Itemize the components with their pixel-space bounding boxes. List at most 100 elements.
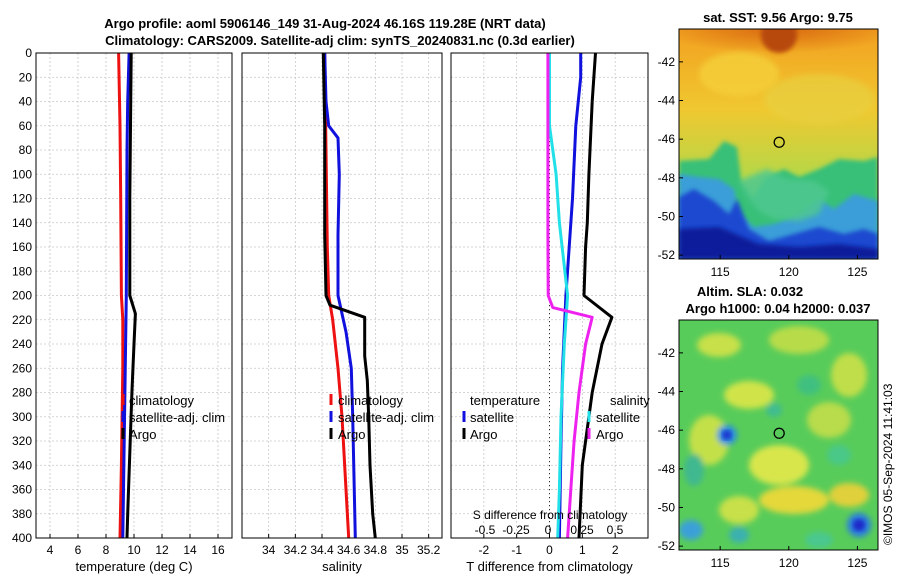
map-y-tick-label: -48 [658, 171, 676, 185]
salinity-x-tick-label: 34 [262, 543, 276, 557]
salinity-x-tick-label: 35.2 [417, 543, 441, 557]
legend-satellite-label: satellite-adj. clim [129, 410, 225, 425]
sst-map-image [679, 29, 878, 259]
map-y-tick-label: -50 [658, 500, 676, 514]
temperature-frame [35, 52, 233, 539]
temperature-x-tick-label: 16 [211, 543, 225, 557]
temperature-panel: 4 6 8 10 12 14 16 temperature (deg C) [35, 52, 233, 574]
difference-panel: -2 -1 0 1 2 T difference from climatology [450, 52, 649, 574]
legend-satellite-label: satellite-adj. clim [338, 410, 434, 425]
temperature-x-tick-label: 6 [75, 543, 82, 557]
sla-map-image [679, 320, 878, 550]
depth-tick-label: 180 [12, 264, 32, 278]
map-x-tick-label: 115 [711, 265, 730, 279]
temperature-x-tick-label: 8 [103, 543, 110, 557]
salinity-x-tick-label: 34.4 [310, 543, 334, 557]
map-y-tick-label: -52 [658, 539, 676, 553]
s-tick-label: 0.5 [607, 523, 624, 537]
map-x-tick-label: 120 [779, 556, 799, 570]
difference-x-tick-label: -1 [511, 543, 522, 557]
difference-x-tick-label: 2 [612, 543, 619, 557]
depth-tick-label: 240 [12, 337, 32, 351]
temperature-x-axis-label: temperature (deg C) [75, 559, 192, 574]
difference-x-tick-label: 0 [546, 543, 553, 557]
depth-tick-label: 20 [19, 70, 33, 84]
map-x-tick-label: 120 [779, 265, 799, 279]
difference-series-s-satellite [548, 53, 570, 539]
map-x-tick-label: 125 [847, 265, 867, 279]
figure-title-line1: Argo profile: aoml 5906146_149 31-Aug-20… [104, 16, 545, 31]
s-tick-label: -0.25 [502, 523, 530, 537]
sla-map-axes: 115 120 125 -42 -44 -46 -48 -50 -52 [658, 346, 868, 570]
salinity-legend: climatology satellite-adj. clim Argo [329, 393, 434, 442]
salinity-series-satellite-adj-clim [323, 52, 357, 539]
legend-t-argo-label: Argo [470, 427, 497, 442]
salinity-x-tick-label: 34.6 [337, 543, 361, 557]
depth-tick-label: 60 [19, 119, 33, 133]
map-y-tick-label: -42 [658, 55, 676, 69]
s-tick-label: 0.25 [570, 523, 594, 537]
sst-map-axes: 115 120 125 -42 -44 -46 -48 -50 -52 [658, 55, 868, 279]
depth-tick-label: 0 [25, 46, 32, 60]
depth-tick-label: 280 [12, 386, 32, 400]
salinity-x-tick-label: 34.8 [364, 543, 388, 557]
depth-tick-label: 220 [12, 313, 32, 327]
difference-frame [450, 52, 649, 539]
legend-s-argo-label: Argo [596, 427, 623, 442]
map-y-tick-label: -44 [658, 94, 676, 108]
salinity-x-tick-label: 35 [395, 543, 409, 557]
map-y-tick-label: -46 [658, 423, 676, 437]
s-difference-ticks: -0.5 -0.25 0 0.25 0.5 [475, 523, 624, 537]
depth-tick-label: 380 [12, 507, 32, 521]
s-tick-label: -0.5 [475, 523, 496, 537]
legend-climatology-label: climatology [338, 393, 404, 408]
legend-s-satellite-label: satellite [596, 410, 640, 425]
legend-argo-label: Argo [129, 427, 156, 442]
depth-tick-label: 160 [12, 240, 32, 254]
depth-tick-labels: 0 20 40 60 80 100 120 140 160 180 200 220 240 260 280 3… [12, 46, 32, 545]
legend-argo-label: Argo [338, 427, 365, 442]
map-y-tick-label: -46 [658, 132, 676, 146]
depth-tick-label: 400 [12, 531, 32, 545]
sst-map-title: sat. SST: 9.56 Argo: 9.75 [703, 10, 853, 25]
sla-map: Altim. SLA: 0.032 Argo h1000: 0.04 h2000… [658, 284, 879, 570]
temperature-x-tick-label: 12 [155, 543, 169, 557]
legend-temperature-title: temperature [470, 393, 540, 408]
legend-salinity-title: salinity [610, 393, 650, 408]
salinity-panel: 34 34.2 34.4 34.6 34.8 35 35.2 salinity [241, 52, 443, 574]
salinity-x-tick-label: 34.2 [284, 543, 308, 557]
temperature-x-tick-label: 10 [127, 543, 141, 557]
depth-tick-label: 140 [12, 216, 32, 230]
difference-legend: temperature salinity satellite Argo sate… [462, 393, 650, 442]
sla-map-title-line2: Argo h1000: 0.04 h2000: 0.037 [686, 301, 871, 316]
depth-tick-label: 300 [12, 410, 32, 424]
difference-x-axis-label: T difference from climatology [466, 559, 633, 574]
map-x-tick-label: 115 [711, 556, 730, 570]
difference-series-s-argo [546, 53, 594, 539]
depth-tick-label: 360 [12, 483, 32, 497]
temperature-x-tick-label: 4 [47, 543, 54, 557]
depth-tick-label: 260 [12, 361, 32, 375]
legend-climatology-label: climatology [129, 393, 195, 408]
difference-x-tick-label: -2 [478, 543, 489, 557]
difference-x-tick-label: 1 [579, 543, 586, 557]
map-y-tick-label: -52 [658, 248, 676, 262]
map-y-tick-label: -44 [658, 385, 676, 399]
map-y-tick-label: -50 [658, 209, 676, 223]
s-difference-label: S difference from climatology [473, 508, 628, 522]
sla-map-title-line1: Altim. SLA: 0.032 [697, 284, 803, 299]
sst-map: sat. SST: 9.56 Argo: 9.75 115 120 125 -42 -4… [658, 10, 879, 279]
depth-tick-label: 320 [12, 434, 32, 448]
depth-tick-label: 40 [19, 95, 33, 109]
temperature-series-satellite-adj-clim [121, 52, 131, 539]
depth-tick-label: 80 [19, 143, 33, 157]
map-y-tick-label: -48 [658, 462, 676, 476]
salinity-series-climatology [323, 52, 351, 539]
map-y-tick-label: -42 [658, 346, 676, 360]
temperature-series-argo [125, 52, 137, 539]
depth-tick-label: 100 [12, 167, 32, 181]
temperature-x-tick-label: 14 [183, 543, 197, 557]
salinity-frame [241, 52, 443, 539]
depth-tick-label: 200 [12, 289, 32, 303]
